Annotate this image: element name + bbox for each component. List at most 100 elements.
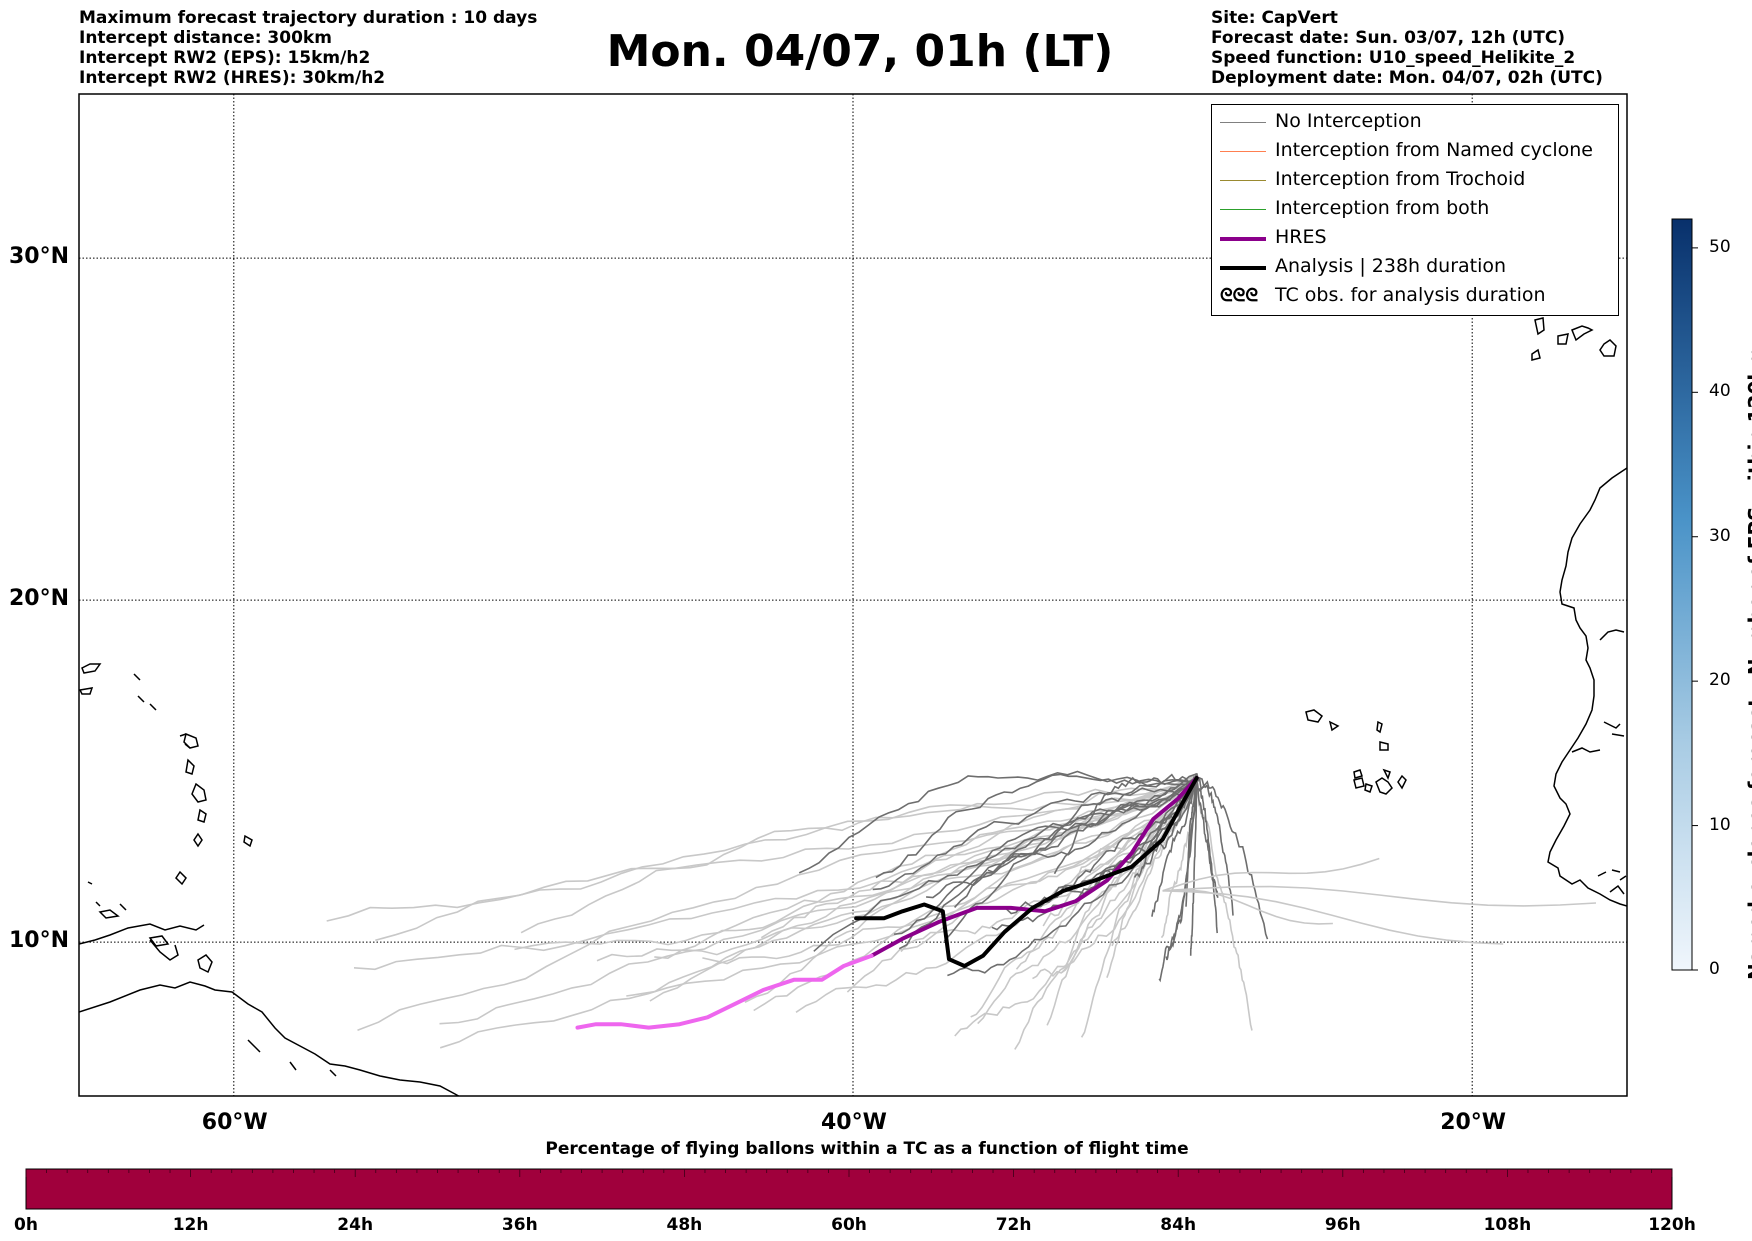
ensemble-trajectory bbox=[1195, 774, 1219, 898]
ensemble-trajectory bbox=[943, 774, 1198, 942]
coast-aruba bbox=[98, 909, 120, 919]
ensemble-trajectory bbox=[654, 782, 1197, 960]
coast-antilles-2 bbox=[183, 732, 199, 749]
colorbar-title: Named cyclones forecast - Number of EPS … bbox=[1744, 346, 1752, 980]
coast-lake bbox=[149, 939, 179, 961]
coast-capeverde-7 bbox=[1353, 769, 1363, 779]
analysis-line bbox=[854, 776, 1199, 968]
legend-item-both: Interception from both bbox=[1212, 196, 1618, 224]
timebar-ticks bbox=[25, 1169, 1673, 1177]
lat-label-30n: 30°N bbox=[9, 244, 70, 270]
legend-item-trochoid: Interception from Trochoid bbox=[1212, 167, 1618, 195]
ensemble-trajectory bbox=[795, 778, 1198, 1013]
page-title: Mon. 04/07, 01h (LT) bbox=[606, 26, 1114, 77]
coast-venezuela-west bbox=[79, 923, 205, 945]
legend-item-analysis: Analysis | 238h duration bbox=[1212, 254, 1618, 282]
coast-small bbox=[87, 881, 127, 911]
ensemble-trajectory bbox=[813, 778, 1198, 952]
coast-capeverde-3 bbox=[1376, 720, 1383, 734]
legend-item-tc-obs: ᘓᘓᘓ TC obs. for analysis duration bbox=[1212, 283, 1618, 311]
coast-capeverde-9 bbox=[1382, 768, 1391, 780]
legend-swatch-analysis bbox=[1220, 266, 1266, 270]
legend-item-no-interception: No Interception bbox=[1212, 109, 1618, 137]
header-line-intercept-distance: Intercept distance: 300km bbox=[79, 28, 332, 48]
ensemble-trajectory bbox=[702, 779, 1198, 965]
coast-martinique bbox=[191, 782, 207, 803]
ensemble-trajectory bbox=[846, 780, 1198, 993]
coast-guyana bbox=[247, 1039, 337, 1077]
coast-canaries-5 bbox=[1531, 348, 1541, 361]
legend-item-hres: HRES bbox=[1212, 225, 1618, 253]
coast-capeverde-10 bbox=[1397, 774, 1407, 790]
ensemble-trajectory bbox=[649, 777, 1198, 1002]
header-right: Site: CapVert Forecast date: Sun. 03/07,… bbox=[1211, 8, 1603, 88]
legend-label-analysis: Analysis | 238h duration bbox=[1275, 255, 1507, 277]
legend-swatch-no-interception bbox=[1220, 122, 1266, 124]
timebar-tick-84h: 84h bbox=[1160, 1215, 1197, 1235]
legend-swatch-hres bbox=[1220, 237, 1266, 241]
coast-stlucia bbox=[197, 808, 207, 823]
ensemble-trajectory bbox=[1162, 889, 1333, 925]
coast-africa bbox=[1547, 467, 1627, 907]
timebar-tick-120h: 120h bbox=[1648, 1215, 1696, 1235]
coast-canaries-4 bbox=[1599, 339, 1617, 357]
graticule bbox=[79, 94, 1627, 1096]
timebar-tick-48h: 48h bbox=[666, 1215, 703, 1235]
timebar-tick-60h: 60h bbox=[831, 1215, 867, 1235]
timebar-tick-36h: 36h bbox=[501, 1215, 538, 1235]
ensemble-trajectory bbox=[520, 773, 1198, 934]
colorbar-tick-40: 40 bbox=[1709, 381, 1731, 402]
colorbar-ticks bbox=[1692, 247, 1698, 971]
header-line-site: Site: CapVert bbox=[1211, 8, 1338, 28]
ensemble-trajectory bbox=[596, 776, 1198, 962]
coast-barbados bbox=[243, 834, 253, 848]
lon-label-60w: 60°W bbox=[201, 1110, 268, 1135]
coastlines bbox=[79, 317, 1627, 1096]
coast-guadeloupe bbox=[184, 743, 191, 749]
ensemble-trajectory bbox=[1151, 778, 1198, 917]
coast-canaries-2 bbox=[1557, 333, 1569, 345]
ensemble-trajectory bbox=[1158, 779, 1198, 983]
ensemble-trajectory bbox=[1195, 773, 1269, 940]
header-line-rw2-hres: Intercept RW2 (HRES): 30km/h2 bbox=[79, 68, 386, 88]
ensemble-trajectory bbox=[353, 779, 1197, 971]
ensemble-trajectory bbox=[1053, 773, 1198, 875]
ensemble-trajectory bbox=[1165, 773, 1198, 961]
legend-label-named-cyclone: Interception from Named cyclone bbox=[1275, 139, 1593, 161]
timebar-tick-96h: 96h bbox=[1324, 1215, 1361, 1235]
header-line-deployment-date: Deployment date: Mon. 04/07, 02h (UTC) bbox=[1211, 68, 1603, 88]
legend-label-trochoid: Interception from Trochoid bbox=[1275, 168, 1526, 190]
timebar-tick-12h: 12h bbox=[172, 1215, 209, 1235]
timebar-tick-72h: 72h bbox=[995, 1215, 1032, 1235]
ensemble-trajectory bbox=[1162, 857, 1380, 892]
ensemble-trajectory bbox=[894, 776, 1198, 935]
legend-label-tc-obs: TC obs. for analysis duration bbox=[1275, 284, 1546, 306]
colorbar-gradient bbox=[1671, 218, 1693, 971]
map-frame bbox=[78, 93, 1628, 1097]
colorbar-tick-50: 50 bbox=[1709, 236, 1731, 257]
analysis-trajectory bbox=[854, 776, 1199, 968]
coast-trinidad bbox=[197, 954, 213, 974]
coast-south-america bbox=[79, 981, 461, 1096]
coast-islands-b bbox=[79, 687, 94, 695]
ensemble-trajectory bbox=[375, 775, 1197, 942]
ensemble-trajectory bbox=[1195, 777, 1218, 934]
coast-africa-islands bbox=[1597, 869, 1627, 895]
lat-label-10n: 10°N bbox=[9, 928, 70, 954]
ensemble-trajectory bbox=[1162, 890, 1504, 945]
legend-swatch-named-cyclone bbox=[1220, 151, 1266, 153]
timebar-tick-108h: 108h bbox=[1483, 1215, 1532, 1235]
ensemble-trajectory bbox=[1195, 775, 1234, 916]
hres-segment bbox=[575, 953, 874, 1030]
header-line-rw2-eps: Intercept RW2 (EPS): 15km/h2 bbox=[79, 48, 371, 68]
hres-trajectory bbox=[575, 776, 1199, 1030]
colorbar-tick-30: 30 bbox=[1709, 525, 1731, 546]
legend-label-no-interception: No Interception bbox=[1275, 110, 1422, 132]
lon-label-20w: 20°W bbox=[1440, 1110, 1507, 1135]
ensemble-trajectory bbox=[875, 773, 1197, 879]
coast-capeverde-6 bbox=[1364, 783, 1373, 793]
colorbar-tick-10: 10 bbox=[1709, 814, 1731, 835]
header-line-speed-function: Speed function: U10_speed_Helikite_2 bbox=[1211, 48, 1576, 68]
colorbar-tick-20: 20 bbox=[1709, 670, 1731, 691]
